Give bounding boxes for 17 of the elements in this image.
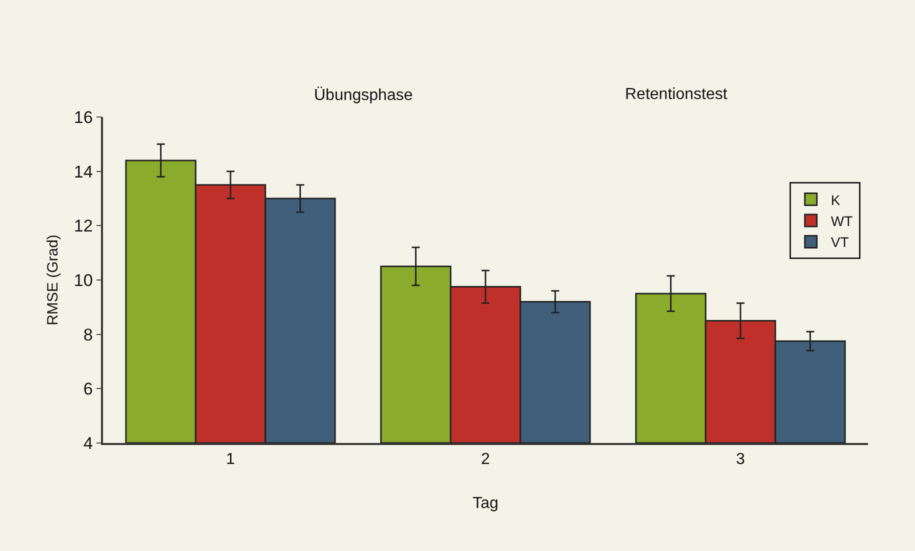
text: Übungsphase [314, 86, 413, 104]
y-tick-label: 4 [83, 434, 93, 453]
x-tick-label: 1 [226, 450, 236, 468]
legend-label: K [830, 192, 841, 208]
y-tick-label: 16 [74, 108, 93, 127]
y-tick-label: 14 [74, 162, 93, 182]
legend-label: WT [830, 212, 854, 229]
text: Retentionstest [625, 86, 728, 103]
y-tick-label: 12 [74, 216, 93, 236]
legend-label: VT [830, 234, 850, 250]
y-axis-title: RMSE (Grad) [44, 234, 62, 326]
x-tick-label: 2 [481, 450, 490, 468]
x-tick-label: 3 [736, 450, 746, 468]
y-tick-label: 10 [74, 270, 93, 290]
y-tick-label: 8 [83, 325, 93, 344]
x-axis-title: Tag [472, 495, 498, 512]
y-tick-label: 6 [83, 380, 93, 399]
